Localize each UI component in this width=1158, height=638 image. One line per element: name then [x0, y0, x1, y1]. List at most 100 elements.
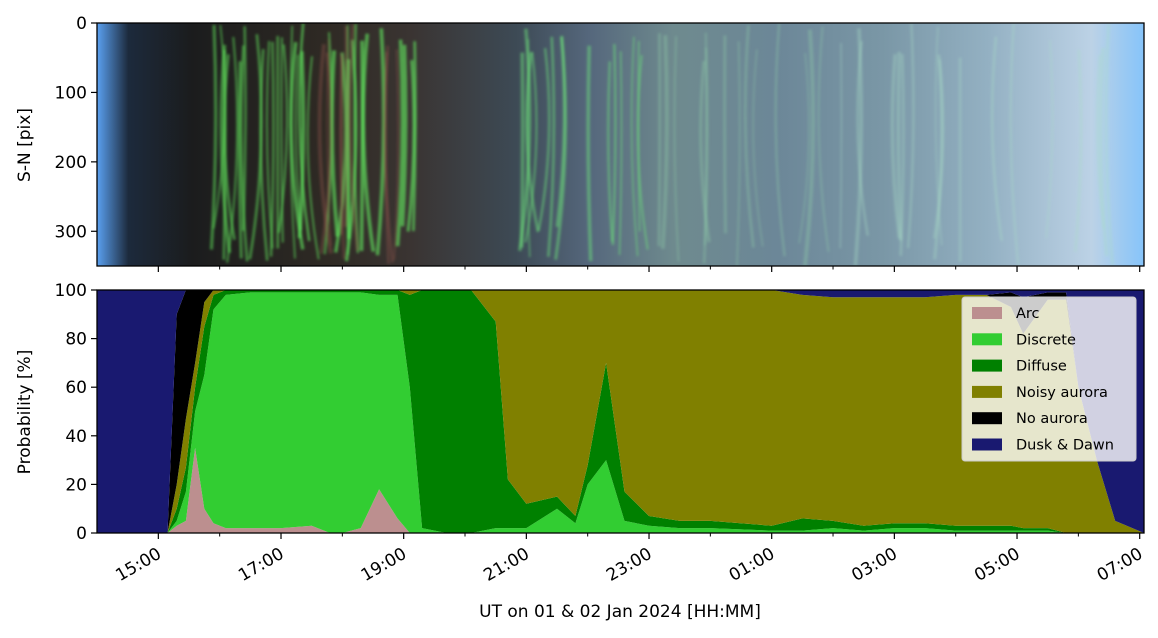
aurora-streak — [524, 51, 538, 243]
aurora-streak — [359, 40, 365, 251]
aurora-streak — [412, 41, 417, 232]
aurora-streak — [393, 49, 400, 260]
keogram-y-label: S-N [pix] — [15, 108, 35, 182]
legend-label: Discrete — [1016, 332, 1076, 348]
keogram-x-ticks — [157, 266, 1141, 272]
legend-box — [961, 296, 1137, 462]
aurora-streak — [259, 49, 269, 261]
aurora-streak — [280, 37, 284, 243]
area-no-aurora — [97, 290, 1144, 533]
legend-label: Noisy aurora — [1016, 385, 1108, 401]
aurora-streak — [990, 36, 1004, 241]
aurora-streaks — [209, 23, 1115, 266]
aurora-streak — [586, 45, 593, 262]
aurora-streak — [802, 29, 816, 266]
aurora-streak — [1009, 23, 1020, 266]
probability-y-tick-label: 40 — [65, 427, 87, 447]
aurora-streak — [1098, 47, 1109, 257]
probability-x-axis: 15:00 17:00 19:00 21:00 23:00 01:00 03:00 05:00… — [112, 533, 1146, 586]
aurora-streak — [637, 40, 641, 232]
legend-swatch — [972, 438, 1002, 451]
probability-y-tick-label: 20 — [65, 475, 87, 495]
aurora-streak — [611, 44, 617, 245]
aurora-streak — [265, 40, 274, 249]
legend-swatch — [972, 412, 1002, 425]
aurora-streak — [294, 54, 303, 231]
aurora-streak — [242, 26, 247, 231]
legend-swatch — [972, 385, 1002, 398]
aurora-streak — [297, 51, 306, 239]
area-discrete — [97, 292, 1144, 533]
aurora-streak — [326, 39, 332, 246]
aurora-streak — [673, 36, 680, 262]
aurora-streak — [1104, 23, 1115, 266]
aurora-streak — [277, 44, 288, 233]
legend-swatch — [972, 359, 1002, 372]
aurora-streak — [896, 51, 903, 241]
aurora-streak — [319, 52, 333, 255]
aurora-streak — [702, 47, 709, 264]
aurora-streak — [237, 61, 243, 259]
aurora-streak — [630, 36, 639, 257]
aurora-streak — [289, 25, 296, 259]
aurora-streak — [226, 36, 239, 263]
legend-label: No aurora — [1016, 411, 1088, 427]
aurora-streak — [339, 56, 346, 259]
aurora-streak — [395, 39, 405, 247]
aurora-streak — [723, 35, 727, 234]
aurora-streak — [383, 45, 395, 263]
aurora-streak — [853, 28, 864, 266]
aurora-streak — [660, 35, 669, 249]
keogram-y-tick-label: 300 — [55, 222, 87, 242]
aurora-streak — [1074, 49, 1083, 252]
legend-label: Dusk & Dawn — [1016, 438, 1114, 454]
keogram-y-axis: 0 100 200 300 — [55, 14, 97, 242]
aurora-streak — [607, 61, 614, 242]
aurora-streak — [798, 52, 810, 244]
aurora-streak — [289, 41, 305, 250]
probability-x-tick-label: 19:00 — [358, 544, 410, 586]
keogram-y-tick-label: 100 — [55, 83, 87, 103]
probability-y-tick-label: 100 — [55, 281, 87, 301]
probability-x-tick-label: 23:00 — [603, 544, 655, 586]
aurora-streak — [518, 28, 532, 252]
aurora-streak — [774, 23, 786, 257]
aurora-streak — [1045, 40, 1054, 239]
aurora-streak — [348, 24, 359, 251]
probability-y-tick-label: 60 — [65, 378, 87, 398]
keogram-panel: 0 100 200 300 S-N [pix] — [15, 14, 1145, 272]
aurora-streak — [317, 43, 333, 254]
aurora-streak — [817, 26, 830, 253]
probability-areas — [97, 290, 1144, 533]
probability-y-axis: 0 20 40 60 80 100 — [55, 281, 97, 544]
probability-x-tick-label: 17:00 — [235, 544, 287, 586]
keogram-frame — [96, 22, 1145, 267]
probability-y-label: Probability [%] — [15, 350, 35, 475]
probability-x-tick-label: 01:00 — [726, 544, 778, 586]
aurora-streak — [657, 33, 662, 247]
aurora-streak — [400, 44, 408, 227]
aurora-streak — [306, 56, 320, 260]
aurora-streak — [537, 47, 551, 231]
aurora-streak — [343, 25, 349, 228]
probability-y-tick-label: 0 — [76, 524, 87, 544]
probability-x-tick-label: 21:00 — [480, 544, 532, 586]
aurora-streak — [736, 41, 741, 266]
keogram-y-tick-label: 0 — [76, 14, 87, 34]
probability-x-tick-label: 03:00 — [848, 544, 900, 586]
probability-x-tick-label: 05:00 — [971, 544, 1023, 586]
aurora-streak — [839, 42, 843, 249]
aurora-streak — [406, 59, 416, 232]
legend-label: Arc — [1016, 306, 1040, 322]
legend-swatch — [972, 333, 1002, 346]
aurora-streak — [219, 44, 232, 254]
aurora-streak — [547, 36, 556, 257]
legend-swatch — [972, 307, 1002, 319]
aurora-streak — [209, 24, 218, 250]
moon-glow — [840, 216, 1020, 266]
aurora-streak — [298, 23, 311, 242]
keogram-y-tick-label: 200 — [55, 153, 87, 173]
aurora-streak — [618, 51, 623, 255]
legend: Arc Discrete Diffuse Noisy aurora No aurora D… — [961, 296, 1137, 462]
